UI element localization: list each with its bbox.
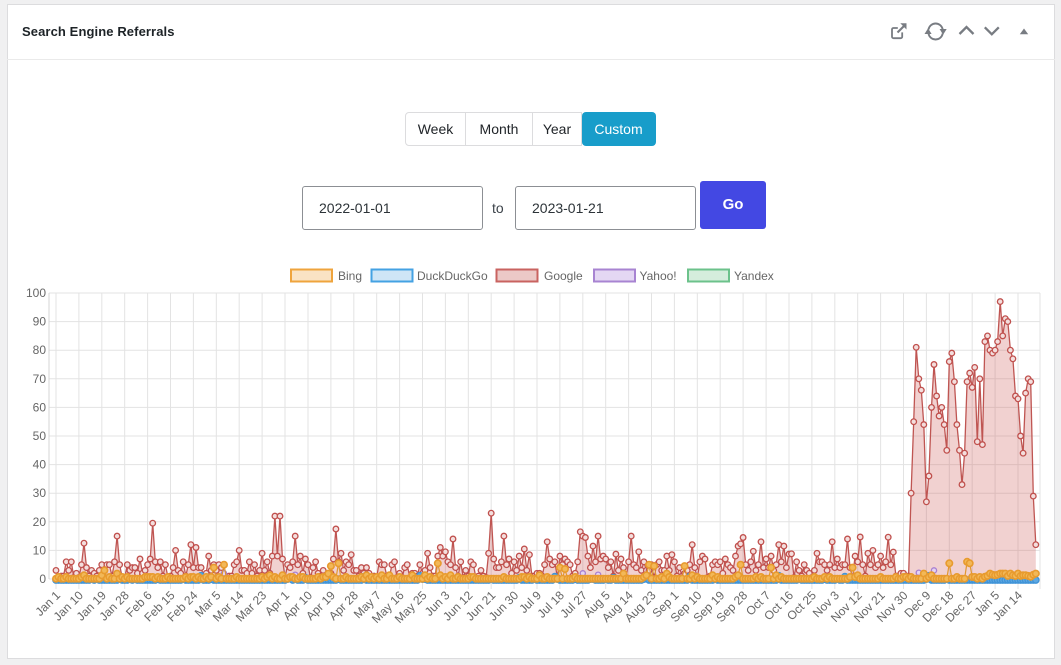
svg-text:0: 0 [39, 572, 46, 586]
svg-text:20: 20 [33, 515, 47, 529]
svg-text:Yahoo!: Yahoo! [640, 269, 677, 283]
svg-text:100: 100 [26, 286, 46, 300]
svg-text:40: 40 [33, 458, 47, 472]
svg-text:50: 50 [33, 429, 47, 443]
svg-text:DuckDuckGo: DuckDuckGo [417, 269, 488, 283]
svg-text:70: 70 [33, 372, 47, 386]
svg-text:Bing: Bing [338, 269, 362, 283]
svg-text:90: 90 [33, 315, 47, 329]
svg-text:Yandex: Yandex [734, 269, 774, 283]
svg-text:10: 10 [33, 543, 47, 557]
svg-text:Google: Google [544, 269, 583, 283]
svg-text:30: 30 [33, 486, 47, 500]
svg-text:60: 60 [33, 400, 47, 414]
svg-text:80: 80 [33, 343, 47, 357]
